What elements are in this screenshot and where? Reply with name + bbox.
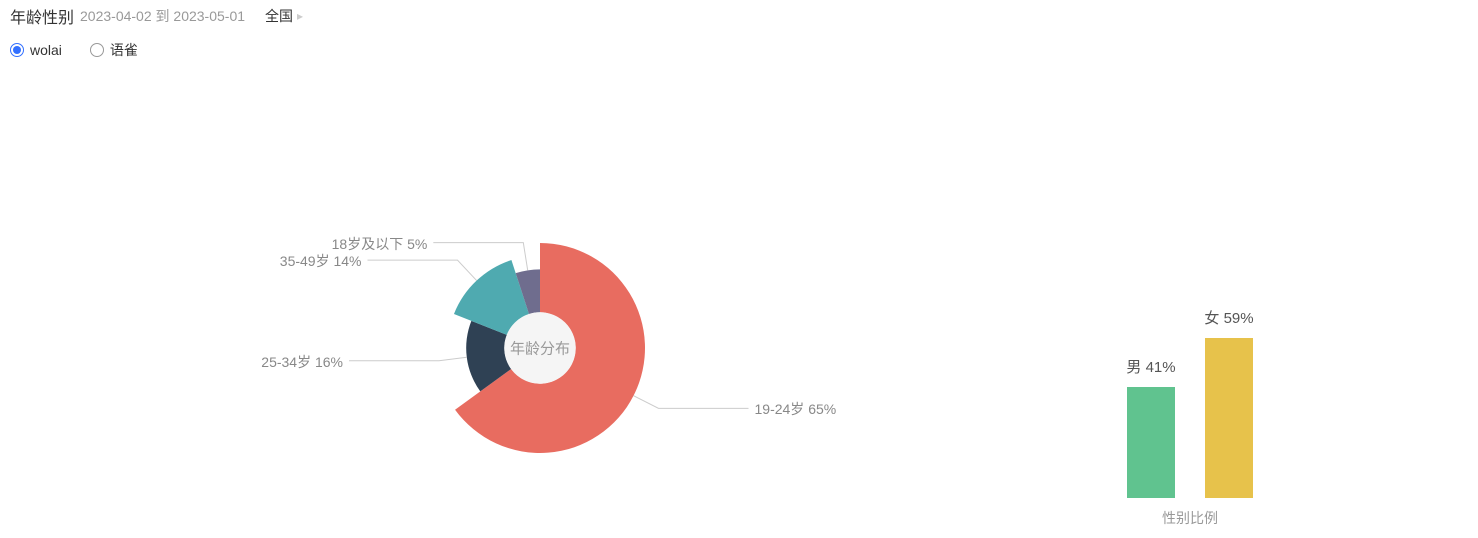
radio-label: 语雀 [110,40,138,60]
bar-女[interactable]: 女 59% [1205,338,1253,498]
gender-ratio-chart: 男 41% 女 59% 性别比例 [1070,308,1310,538]
radio-label: wolai [30,42,62,58]
pie-label-1: 25-34岁 16% [261,352,343,372]
source-radio-语雀[interactable]: 语雀 [90,40,138,60]
date-range: 2023-04-02 到 2023-05-01 [80,6,245,26]
pie-label-0: 19-24岁 65% [755,399,837,419]
radio-icon [90,43,104,57]
chevron-right-icon: ▸ [297,9,303,23]
bar-chart-title: 性别比例 [1070,508,1310,528]
bar-男[interactable]: 男 41% [1127,387,1175,498]
source-radio-wolai[interactable]: wolai [10,42,62,58]
pie-label-3: 18岁及以下 5% [332,234,428,254]
bar-label-1: 女 59% [1204,307,1253,328]
region-label: 全国 [265,6,293,26]
pie-center-label: 年龄分布 [510,338,570,359]
section-title: 年龄性别 [10,4,74,28]
region-selector[interactable]: 全国 ▸ [265,6,303,26]
pie-label-2: 35-49岁 14% [280,251,362,271]
radio-icon [10,43,24,57]
age-distribution-chart: 19-24岁 65% 25-34岁 16% 35-49岁 14%18岁及以下 5% 年… [180,118,900,538]
bar-label-0: 男 41% [1126,356,1175,377]
